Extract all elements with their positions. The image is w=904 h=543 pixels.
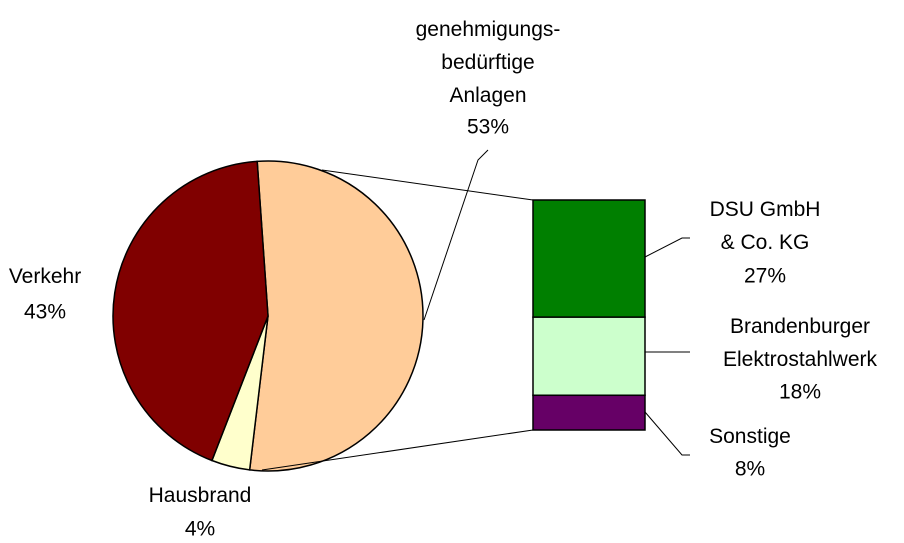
slice-label: Hausbrand xyxy=(149,484,252,507)
segment-label: Sonstige xyxy=(709,425,791,448)
segment-value: 18% xyxy=(779,381,821,404)
segment-value: 27% xyxy=(744,265,786,288)
slice-value: 4% xyxy=(185,518,215,541)
segment-label: Brandenburger Elektrostahlwerk xyxy=(723,315,878,371)
slice-value: 43% xyxy=(24,301,66,324)
segment-label: DSU GmbH & Co. KG xyxy=(710,198,821,254)
bar-segment xyxy=(532,199,646,318)
connector xyxy=(321,169,534,201)
slice-label: genehmigungs-bedürftige Anlagen xyxy=(416,18,561,107)
slice-value: 53% xyxy=(467,116,509,139)
slice-label: Verkehr xyxy=(9,265,81,288)
leader-line xyxy=(423,149,489,321)
pie-slice xyxy=(112,160,269,462)
bar-segment xyxy=(532,316,646,397)
pie-slice xyxy=(248,160,424,472)
connector xyxy=(261,429,534,471)
segment-value: 8% xyxy=(735,458,765,481)
leader-line xyxy=(644,237,690,258)
leader-line xyxy=(644,411,690,456)
bar-segment xyxy=(532,394,646,431)
